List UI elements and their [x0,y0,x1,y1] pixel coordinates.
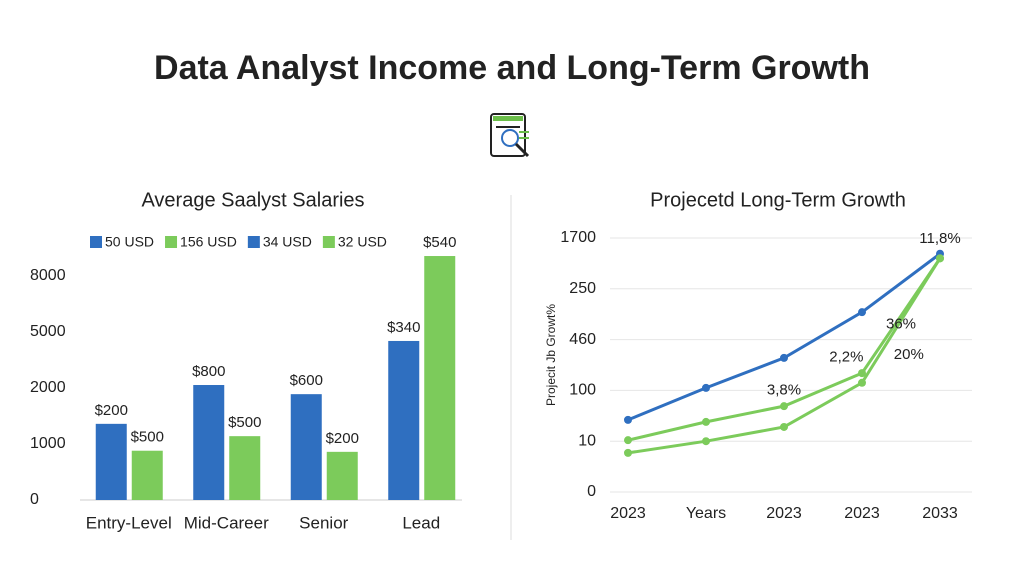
chart-title: Average Saalyst Salaries [141,189,364,211]
x-tick-label: 2023 [610,505,646,522]
y-tick-label: 8000 [30,267,66,284]
x-tick-label: Years [686,505,726,522]
point [624,448,632,457]
bar-annotation: $500 [131,429,164,446]
point [858,378,866,387]
y-tick-label: 460 [569,331,596,348]
x-tick-label: 2033 [922,505,958,522]
y-tick-label: 1000 [30,435,66,452]
bar-annotation: $500 [228,414,261,431]
point [624,436,632,445]
legend-swatch [165,236,178,248]
point [936,254,944,263]
x-tick-label: 2023 [766,505,802,522]
page-title: Data Analyst Income and Long-Term Growth [154,49,870,87]
bar [290,394,322,500]
x-tick-label: Senior [299,513,348,532]
bar [424,256,456,500]
point [780,402,788,411]
bar-annotation: $200 [95,402,128,419]
legend-label: 156 USD [180,234,237,250]
bar [388,340,420,500]
y-tick-label: 10 [578,432,596,449]
legend-label: 34 USD [263,234,312,250]
legend-label: 32 USD [338,234,387,250]
point [702,437,710,446]
bar-annotation: $540 [423,234,456,251]
annotation: 3,8% [767,381,801,398]
legend-swatch [322,236,335,248]
x-tick-label: Entry-Level [86,513,172,532]
bar-annotation: $340 [387,319,420,336]
point [780,353,788,362]
y-tick-label: 5000 [30,323,66,340]
point [702,417,710,426]
legend-label: 50 USD [105,234,154,250]
point [780,422,788,431]
bar-annotation: $600 [290,372,323,389]
annotation: 2,2% [829,348,863,365]
bar [131,450,163,500]
point [858,369,866,378]
point [624,415,632,424]
y-tick-label: 0 [587,483,596,500]
annotation: 36% [886,315,916,332]
y-tick-label: 100 [569,382,596,399]
x-tick-label: 2023 [844,505,880,522]
chart-title: Projecetd Long-Term Growth [650,189,906,211]
icon [490,113,530,158]
bar [326,451,358,500]
legend-swatch [247,236,260,248]
y-axis-label: Projecit Jb Growt% [544,304,558,406]
legend-swatch [90,236,102,248]
annotation: 20% [894,346,924,363]
bar [193,385,225,500]
y-tick-label: 0 [30,491,39,508]
bar-annotation: $800 [192,363,225,380]
point [858,308,866,317]
bar-annotation: $200 [326,430,359,447]
y-tick-label: 1700 [560,229,596,246]
bar [229,436,261,500]
x-tick-label: Mid-Career [184,513,269,532]
annotation: 11,8% [919,230,960,247]
x-tick-label: Lead [402,513,440,532]
bar [95,423,127,500]
y-tick-label: 250 [569,280,596,297]
y-tick-label: 2000 [30,379,66,396]
point [702,383,710,392]
